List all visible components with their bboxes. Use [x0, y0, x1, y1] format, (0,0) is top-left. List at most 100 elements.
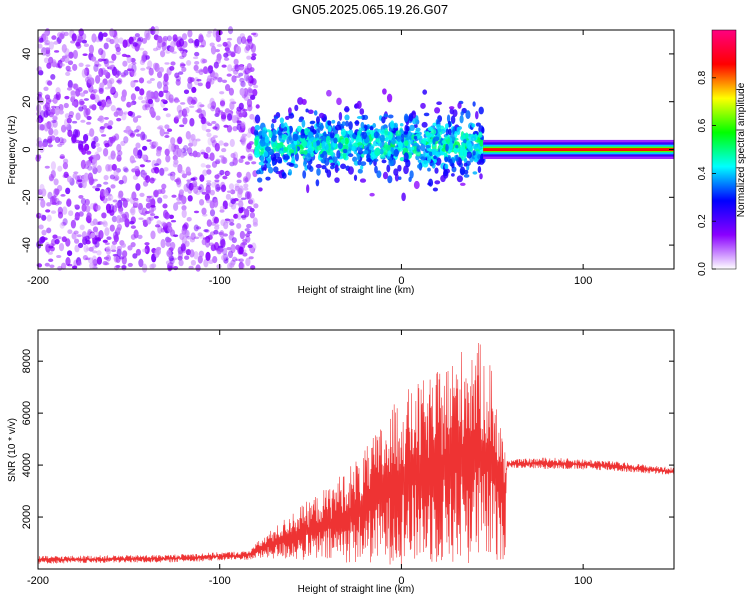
x-tick-label: -100 [209, 275, 231, 287]
snr-y-ticks: 2000 4000 6000 8000 [21, 349, 674, 529]
spectrogram-cell [273, 115, 279, 120]
spectrogram-cell [82, 254, 88, 261]
spectrogram-cell [240, 121, 246, 129]
spectrogram-cell [196, 78, 202, 82]
spectrogram-cell [301, 119, 306, 128]
spectrogram-cell [166, 237, 172, 243]
spectrogram-cell [353, 174, 358, 181]
spectrogram-cell [330, 165, 335, 170]
spectrogram-cell [219, 230, 225, 238]
spectrogram-cell [108, 120, 114, 126]
spectrogram-cell [215, 183, 221, 192]
spectrogram-cell [117, 78, 123, 85]
spectrogram-cell [444, 156, 448, 163]
spectrogram-cell [207, 103, 213, 109]
spectrogram-cell [479, 173, 483, 180]
spectrogram-cell [472, 171, 478, 175]
spectrogram-cell [213, 72, 219, 79]
spectrogram-cell [432, 122, 438, 127]
spectrogram-cell [326, 89, 332, 97]
spectrogram-cell [285, 115, 290, 120]
spectrogram-cell [122, 250, 128, 258]
spectrogram-cell [116, 143, 122, 153]
spectrogram-cell [43, 110, 49, 118]
spectrogram-cell [148, 67, 154, 76]
spectrogram-cell [138, 217, 144, 220]
spectrogram-cell [460, 111, 464, 116]
spectrogram-cell [159, 167, 165, 176]
spectrogram-cell [151, 96, 158, 100]
spectrogram-cell [142, 104, 148, 111]
spectrogram-cell [166, 35, 172, 42]
spectrogram-cell [48, 112, 54, 115]
spectrogram-cell [120, 242, 126, 248]
spectrogram-cell [214, 123, 220, 131]
spectrogram-cell [179, 170, 185, 174]
spectrogram-cell [341, 121, 346, 127]
spectrogram-cell [270, 153, 277, 162]
x-tick-label: 0 [398, 275, 404, 287]
spectrogram-cell [181, 205, 187, 211]
spectrogram-cell [226, 73, 232, 77]
spectrogram-cell [118, 37, 124, 44]
spectrogram-cell [257, 177, 263, 183]
spectrogram-cell [202, 169, 208, 176]
spectrogram-cell [246, 223, 252, 229]
spectrogram-cell [434, 107, 441, 114]
spectrogram-cell [96, 256, 102, 265]
spectrogram-cell [94, 94, 100, 104]
spectrogram-cell [92, 165, 98, 174]
spectrogram-cell [146, 90, 152, 100]
spectrogram-cell [206, 219, 212, 227]
spectrogram-cell [90, 165, 96, 170]
spectrogram-cell [236, 36, 242, 45]
spectrogram-cell [215, 158, 221, 165]
spectrogram-cell [205, 251, 211, 261]
spectrogram-cell [135, 248, 141, 256]
spectrogram-cell [421, 121, 428, 128]
spectrogram-cell [48, 173, 55, 182]
spectrogram-cell [258, 161, 265, 166]
spectrogram-cell [427, 126, 434, 132]
spectrogram-cell [403, 113, 409, 123]
spectrogram-cell [161, 37, 167, 47]
spectrogram-cell [463, 150, 468, 158]
spectrogram-cell [121, 213, 127, 218]
spectrogram-cell [225, 218, 231, 224]
spectrogram-cell [107, 155, 114, 160]
spectrogram-cell [90, 232, 96, 239]
spectrogram-cell [41, 142, 48, 148]
spectrogram-cell [253, 84, 259, 89]
spectrogram-cell [238, 200, 244, 209]
spectrogram-cell [154, 248, 160, 258]
spectrogram-cell [90, 93, 96, 100]
spectrogram-cell [230, 244, 236, 254]
spectrogram-cell [205, 146, 211, 153]
spectrogram-cell [386, 93, 393, 103]
spectrogram-cell [175, 79, 181, 86]
spectrogram-cell [362, 131, 367, 140]
spectrogram-cell [241, 133, 247, 137]
spectrogram-cell [307, 131, 313, 139]
spectrogram-cell [373, 158, 379, 162]
spectrogram-cell [181, 33, 188, 41]
spectrogram-cell [46, 227, 52, 234]
spectrogram-cell [65, 71, 71, 76]
spectrogram-cell [41, 46, 47, 56]
spectrogram-cell [160, 99, 167, 103]
spectrogram-cell [132, 202, 139, 208]
spectrogram-cell [162, 222, 168, 228]
spectrogram-cell [129, 132, 135, 138]
snr-x-ticks: -200 -100 0 100 [27, 330, 592, 587]
spectrogram-cell [167, 266, 174, 271]
spectrogram-cell [309, 121, 315, 125]
spectrogram-cell [144, 242, 150, 246]
spectrogram-cell [133, 197, 139, 201]
spectrogram-cell [208, 242, 215, 247]
spectrogram-cell [283, 147, 288, 151]
spectrogram-cell [170, 219, 177, 223]
spectrogram-cell [164, 148, 170, 156]
spectrogram-cell [149, 177, 155, 184]
spectrogram-cell [265, 176, 271, 181]
spectrogram-cell [103, 42, 109, 50]
